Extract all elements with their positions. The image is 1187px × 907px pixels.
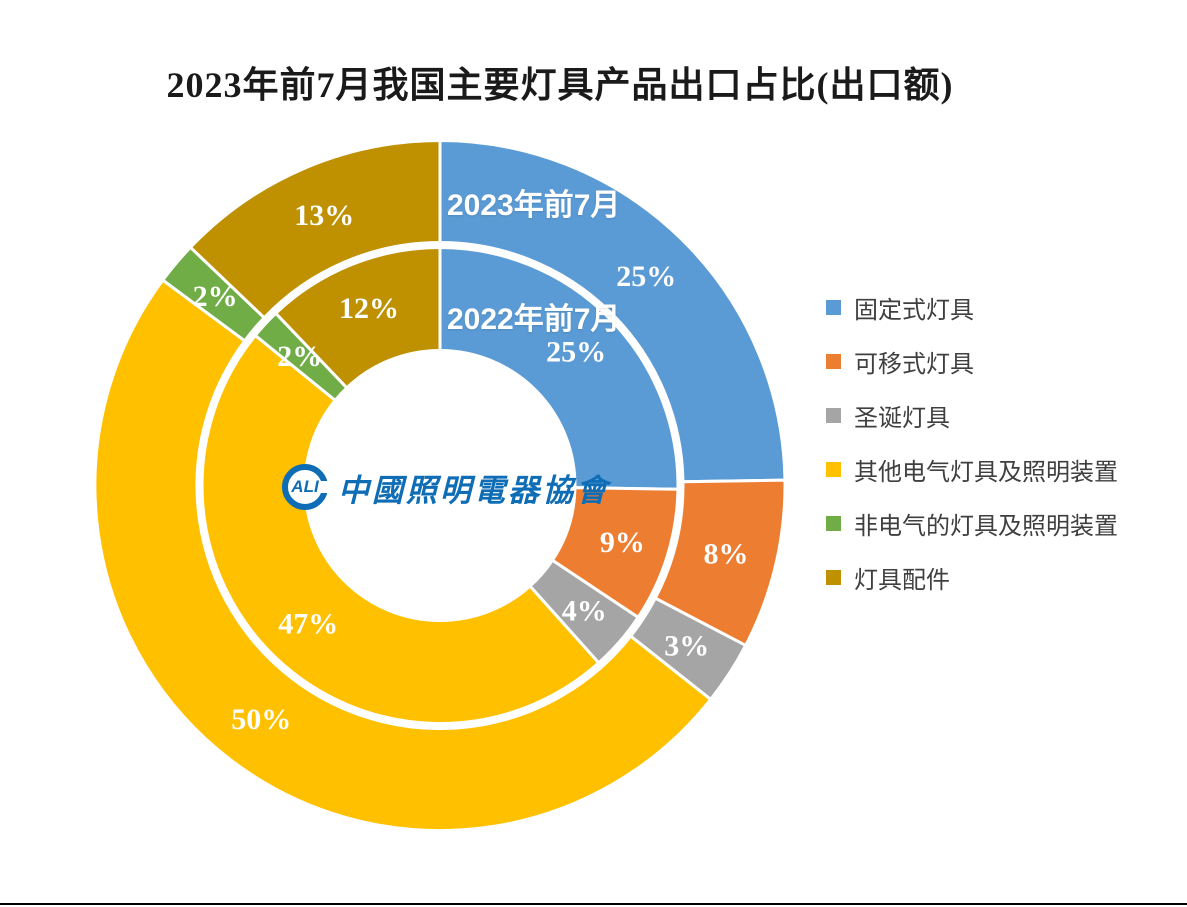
legend-label: 非电气的灯具及照明装置 bbox=[854, 513, 1118, 540]
center-logo: ALI 中國照明電器協會 bbox=[282, 464, 610, 510]
chart-title: 2023年前7月我国主要灯具产品出口占比(出口额) bbox=[166, 65, 954, 105]
data-label-inner-0: 25% bbox=[546, 336, 606, 369]
data-label-outer-2: 3% bbox=[664, 630, 709, 663]
legend-label: 可移式灯具 bbox=[854, 351, 974, 378]
legend-item: 固定式灯具 bbox=[826, 292, 1118, 324]
legend-label: 圣诞灯具 bbox=[854, 405, 950, 432]
inner-ring-series-label: 2022年前7月 bbox=[447, 303, 621, 336]
donut-segment-outer-3 bbox=[93, 278, 713, 833]
legend-swatch bbox=[826, 461, 841, 477]
legend-item: 圣诞灯具 bbox=[826, 400, 1118, 432]
legend: 固定式灯具可移式灯具圣诞灯具其他电气灯具及照明装置 非电气的灯具及照明装置 灯具配件 bbox=[826, 292, 1118, 616]
donut-segment-inner-0 bbox=[438, 245, 680, 491]
legend-item: 其他电气灯具及照明装置 bbox=[826, 454, 1118, 486]
legend-swatch bbox=[826, 515, 841, 531]
data-label-outer-0: 25% bbox=[616, 260, 676, 293]
cali-logo-icon: ALI bbox=[282, 464, 328, 510]
data-label-outer-1: 8% bbox=[704, 538, 749, 571]
donut-segment-outer-0 bbox=[438, 138, 787, 484]
donut-segment-inner-5 bbox=[273, 245, 442, 390]
donut-segment-inner-3 bbox=[200, 333, 601, 725]
legend-item: 灯具配件 bbox=[826, 562, 1118, 594]
legend-label: 固定式灯具 bbox=[854, 297, 974, 324]
data-label-outer-3: 50% bbox=[231, 703, 291, 736]
legend-item: 可移式灯具 bbox=[826, 346, 1118, 378]
legend-swatch bbox=[826, 299, 841, 315]
legend-item: 非电气的灯具及照明装置 bbox=[826, 508, 1118, 540]
legend-label: 灯具配件 bbox=[854, 567, 950, 594]
legend-swatch bbox=[826, 353, 841, 369]
data-label-inner-4: 2% bbox=[277, 340, 322, 373]
legend-swatch bbox=[826, 569, 841, 585]
bottom-border bbox=[0, 903, 1187, 905]
data-label-inner-1: 9% bbox=[600, 526, 645, 559]
data-label-inner-2: 4% bbox=[562, 595, 607, 628]
outer-ring-series-label: 2023年前7月 bbox=[447, 189, 621, 222]
data-label-inner-3: 47% bbox=[278, 608, 338, 641]
center-logo-text: 中國照明電器協會 bbox=[338, 472, 610, 508]
legend-label: 其他电气灯具及照明装置 bbox=[854, 459, 1118, 486]
legend-swatch bbox=[826, 407, 841, 423]
donut-segment-outer-5 bbox=[188, 138, 442, 320]
data-label-outer-5: 13% bbox=[294, 199, 354, 232]
data-label-inner-5: 12% bbox=[339, 292, 399, 325]
data-label-outer-4: 2% bbox=[193, 280, 238, 313]
cali-logo-abbr: ALI bbox=[291, 477, 319, 496]
